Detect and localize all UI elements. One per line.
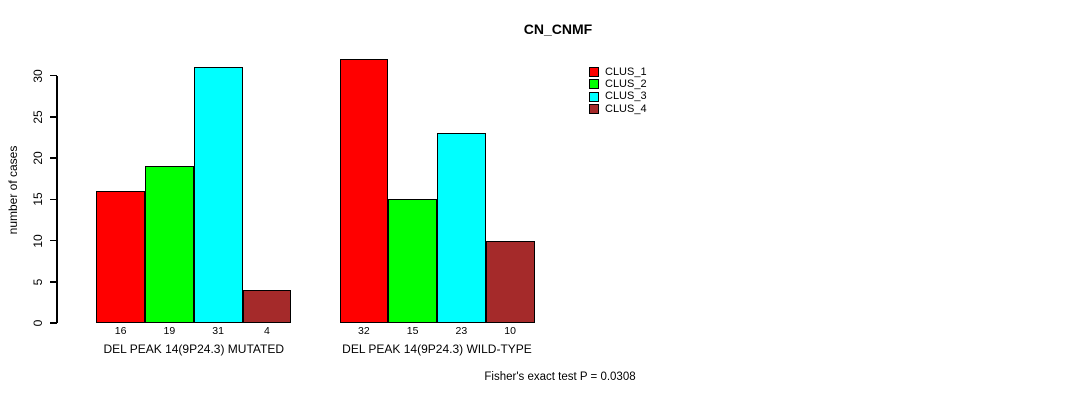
group-label: DEL PEAK 14(9P24.3) MUTATED — [103, 342, 285, 356]
bar-value-label: 4 — [263, 325, 270, 337]
legend-label-clus_4: CLUS_4 — [605, 102, 647, 115]
bar-value-label: 23 — [455, 325, 468, 337]
bar-value-label: 19 — [163, 325, 176, 337]
y-tick-label: 25 — [31, 110, 45, 124]
bar-value-label: 10 — [504, 325, 516, 337]
legend-label-clus_1: CLUS_1 — [605, 65, 647, 78]
bar-clus_2-group2 — [388, 199, 437, 323]
legend-swatch-clus_3 — [589, 91, 599, 102]
bar-clus_4-group2 — [485, 240, 535, 323]
y-tick — [50, 116, 57, 118]
bar-clus_1-group2 — [339, 59, 389, 323]
bar-clus_1-group1 — [96, 191, 145, 323]
legend-label-clus_3: CLUS_3 — [605, 90, 647, 103]
y-axis-label: number of cases — [6, 145, 20, 235]
y-tick-label: 0 — [31, 319, 45, 327]
bar-clus_2-group1 — [145, 166, 194, 323]
y-tick-label: 15 — [31, 192, 45, 206]
y-tick — [50, 281, 57, 283]
legend-swatch-clus_1 — [589, 67, 599, 77]
y-tick — [50, 157, 57, 159]
y-tick-label: 10 — [31, 233, 45, 248]
bar-clus_3-group2 — [437, 133, 486, 323]
bar-value-label: 15 — [406, 325, 419, 337]
bar-value-label: 32 — [358, 325, 370, 337]
y-tick-label: 20 — [31, 151, 45, 165]
legend-label-clus_2: CLUS_2 — [605, 77, 647, 90]
group-label: DEL PEAK 14(9P24.3) WILD-TYPE — [342, 342, 532, 356]
bar-clus_3-group1 — [193, 67, 243, 323]
y-tick-label: 5 — [31, 278, 45, 286]
y-tick-label: 30 — [31, 68, 45, 83]
legend-swatch-clus_4 — [589, 104, 599, 115]
y-tick — [50, 198, 57, 200]
chart-title: CN_CNMF — [523, 21, 593, 37]
y-tick — [50, 239, 57, 242]
bar-value-label: 31 — [212, 325, 224, 337]
fisher-test-note: Fisher's exact test P = 0.0308 — [484, 371, 636, 383]
y-tick — [50, 322, 57, 324]
y-tick — [50, 74, 57, 77]
legend-swatch-clus_2 — [589, 79, 599, 90]
bar-value-label: 16 — [114, 325, 127, 337]
bar-clus_4-group1 — [242, 290, 292, 323]
